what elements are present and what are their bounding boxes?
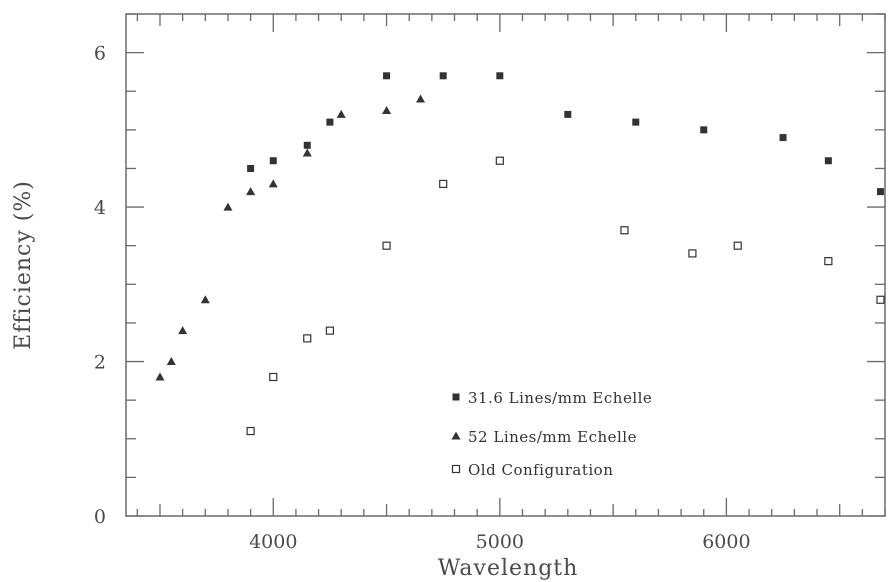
data-point — [382, 241, 391, 250]
data-point — [246, 187, 256, 196]
data-point — [268, 179, 278, 188]
data-point — [303, 334, 312, 343]
data-point — [439, 179, 448, 189]
x-tick-label: 5000 — [476, 531, 524, 553]
data-point — [824, 257, 833, 266]
series-2 — [246, 156, 885, 436]
data-point — [302, 148, 312, 157]
x-tick-label: 6000 — [702, 531, 750, 553]
legend-symbol — [451, 431, 461, 440]
data-point — [496, 72, 504, 80]
y-tick-labels: 0 2 4 6 — [94, 43, 106, 528]
data-point — [269, 157, 277, 165]
y-tick-label: 2 — [94, 352, 106, 374]
y-tick-label: 4 — [94, 197, 106, 219]
data-point — [564, 110, 572, 118]
data-point — [166, 357, 176, 366]
data-point — [876, 295, 885, 304]
legend-item-0: 31.6 Lines/mm Echelle — [452, 389, 652, 407]
data-point — [223, 202, 233, 211]
y-tick-label: 6 — [94, 43, 106, 65]
data-point — [688, 249, 697, 258]
data-point — [383, 72, 391, 80]
legend-marker-1 — [451, 431, 461, 440]
data-point — [733, 241, 742, 250]
data-point — [416, 94, 426, 103]
data-point — [495, 156, 504, 165]
legend-item-1: 52 Lines/mm Echelle — [451, 428, 637, 446]
legend-symbol — [452, 393, 460, 401]
data-point — [269, 372, 278, 382]
x-tick-label: 4000 — [249, 531, 297, 553]
data-point — [247, 164, 255, 172]
legend-item-2: Old Configuration — [451, 461, 613, 479]
data-point — [779, 134, 787, 142]
x-tick-labels: 4000 5000 6000 — [249, 531, 750, 553]
plot-frame — [125, 13, 886, 517]
data-point — [382, 106, 392, 115]
data-point — [700, 126, 708, 134]
y-axis-title: Efficiency (%) — [11, 180, 36, 350]
data-point — [200, 295, 210, 304]
data-point — [155, 372, 165, 381]
legend-label-1: 52 Lines/mm Echelle — [468, 428, 637, 446]
legend-label-2: Old Configuration — [468, 461, 613, 479]
legend-marker-0 — [452, 393, 460, 401]
data-point — [876, 188, 884, 196]
legend-marker-2 — [451, 464, 461, 474]
series-0 — [247, 72, 884, 196]
legend-symbol — [451, 464, 461, 474]
data-point — [178, 326, 188, 335]
data-point — [632, 118, 640, 126]
y-tick-label: 0 — [94, 506, 106, 528]
legend-label-0: 31.6 Lines/mm Echelle — [468, 389, 652, 407]
data-point — [326, 118, 334, 126]
data-point — [325, 326, 335, 335]
legend: 31.6 Lines/mm Echelle 52 Lines/mm Echell… — [451, 389, 652, 479]
data-points — [155, 72, 885, 436]
data-point — [620, 226, 629, 235]
data-point — [439, 72, 447, 80]
data-point — [246, 426, 255, 436]
data-point — [336, 109, 346, 118]
data-point — [303, 141, 311, 149]
data-point — [824, 157, 832, 165]
series-1 — [155, 94, 426, 381]
x-axis-title: Wavelength — [438, 556, 579, 581]
